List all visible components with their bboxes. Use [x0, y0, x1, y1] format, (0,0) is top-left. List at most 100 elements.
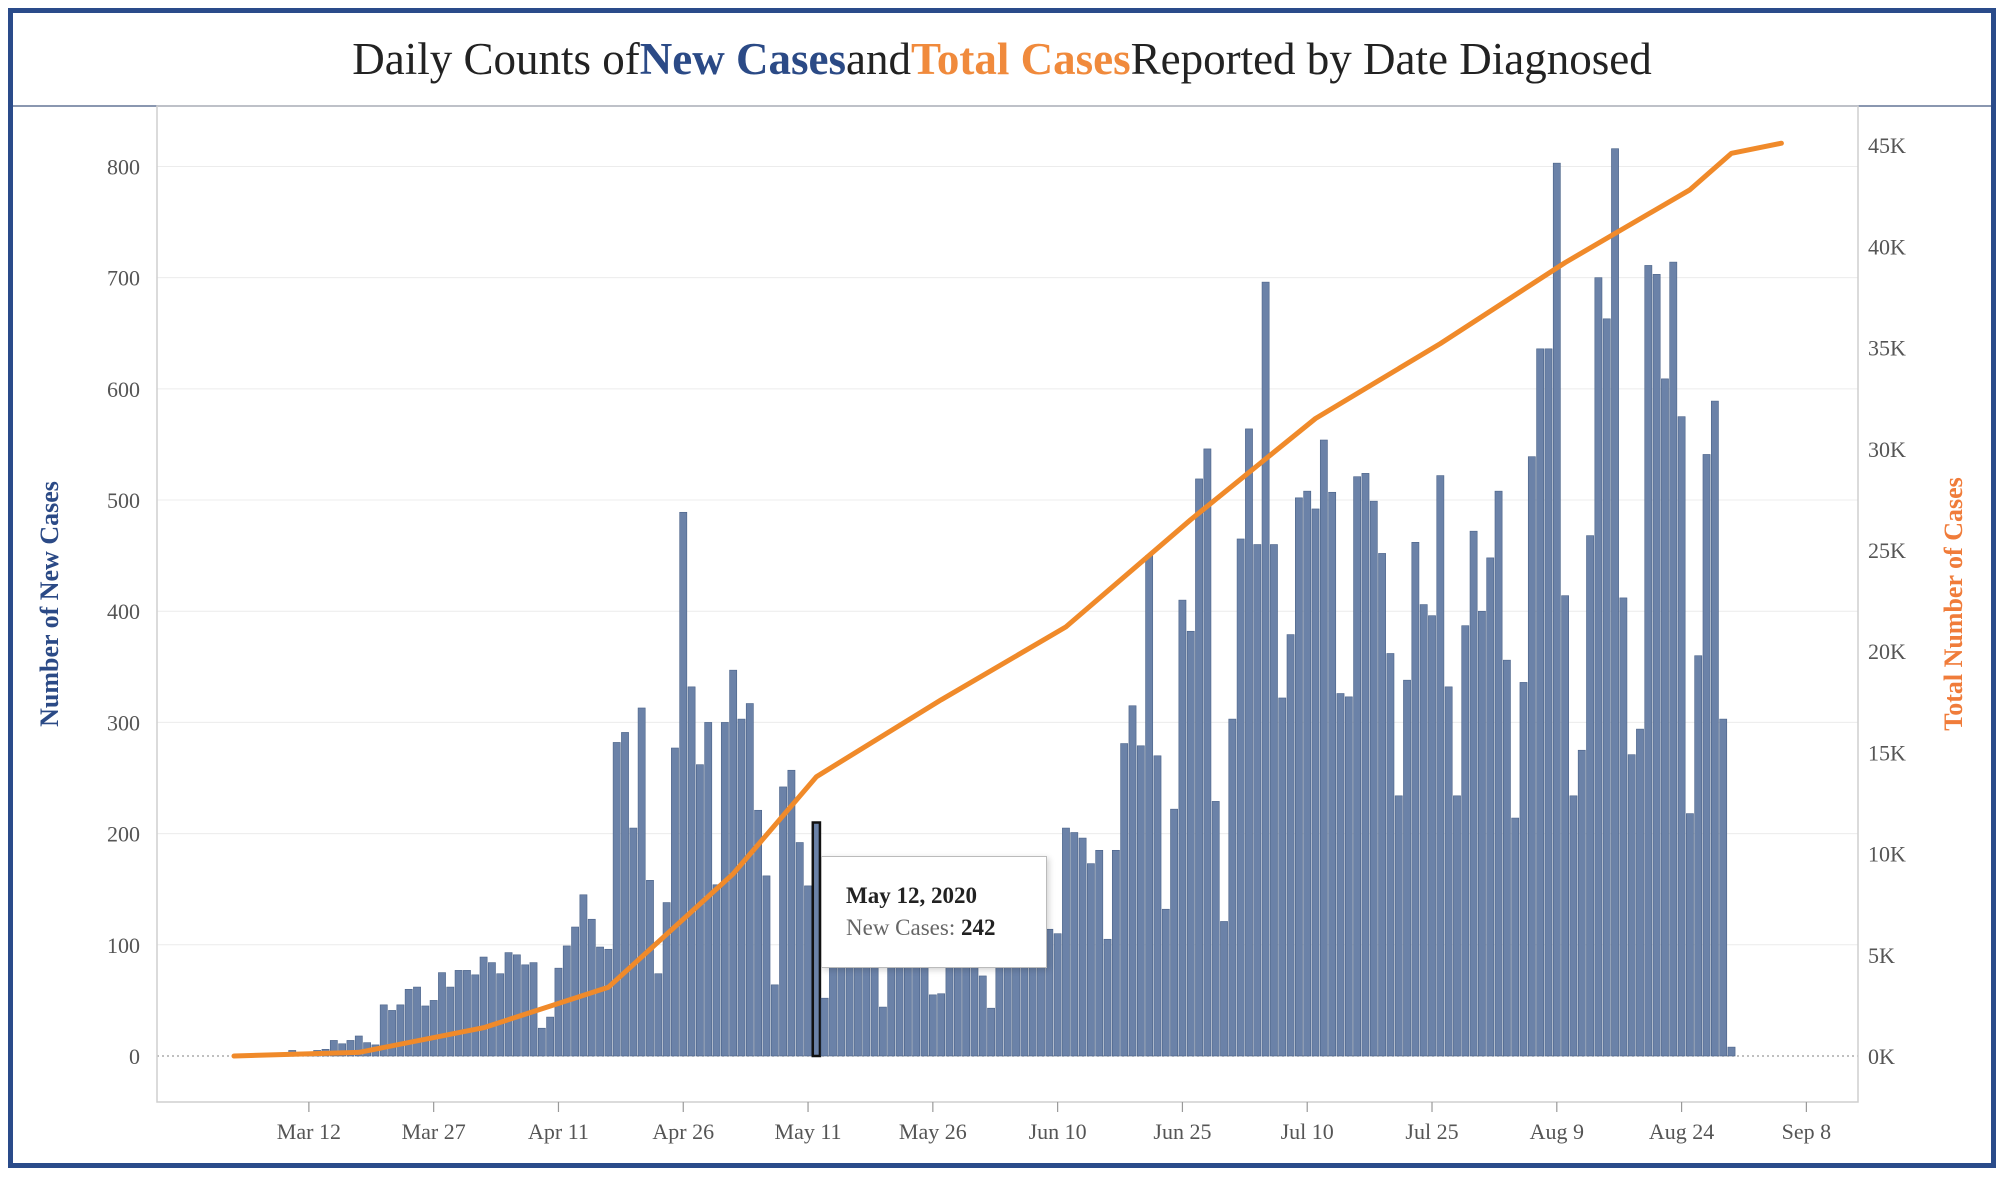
y2-tick-label: 20K — [1868, 639, 1906, 664]
y-tick-label: 600 — [107, 377, 140, 402]
bar — [1361, 473, 1370, 1057]
title-part-1: Daily Counts of — [352, 34, 640, 84]
bar — [820, 997, 829, 1057]
bar — [1536, 348, 1545, 1057]
x-tick-label: Jun 10 — [1029, 1119, 1087, 1144]
tooltip-line: New Cases: 242 — [846, 915, 1046, 941]
bar — [1045, 928, 1054, 1057]
bar — [604, 948, 613, 1057]
bar — [1503, 659, 1511, 1057]
bar — [1120, 743, 1129, 1057]
bar — [1394, 795, 1403, 1057]
bar — [1311, 508, 1320, 1057]
bar — [1419, 604, 1428, 1057]
bar — [1710, 400, 1719, 1057]
bar — [1602, 318, 1611, 1057]
y2-tick-label: 35K — [1868, 336, 1906, 361]
y-tick-label: 700 — [107, 266, 140, 291]
bar — [1677, 416, 1686, 1057]
bar — [779, 786, 787, 1057]
y2-tick-label: 40K — [1868, 234, 1906, 259]
x-tick-label: Jul 25 — [1405, 1119, 1458, 1144]
bar — [471, 974, 480, 1057]
bar — [1719, 718, 1728, 1057]
bar — [454, 970, 463, 1057]
bar-series-new-cases — [263, 148, 1736, 1058]
bar — [1669, 261, 1678, 1057]
bar — [1103, 938, 1112, 1057]
bar — [1053, 933, 1062, 1057]
bar — [987, 1007, 995, 1057]
bar — [1236, 538, 1245, 1057]
bar — [488, 962, 496, 1057]
bar — [587, 918, 596, 1057]
bar — [1111, 849, 1120, 1057]
bar — [1378, 553, 1386, 1057]
x-tick-label: Apr 11 — [528, 1119, 589, 1144]
bar — [1128, 705, 1137, 1057]
bar — [396, 1004, 405, 1057]
x-tick-label: Mar 12 — [277, 1119, 341, 1144]
bar — [1627, 754, 1636, 1057]
bar — [329, 1040, 338, 1057]
bar — [1686, 813, 1694, 1057]
bar — [937, 993, 946, 1057]
bar — [1403, 679, 1411, 1057]
bar — [1261, 281, 1270, 1057]
bar — [720, 722, 729, 1057]
bar — [1078, 837, 1087, 1057]
bar — [1270, 544, 1278, 1057]
bar — [879, 1006, 887, 1057]
bar — [687, 686, 696, 1057]
bar — [537, 1027, 546, 1057]
bar — [795, 842, 804, 1057]
bar — [446, 986, 455, 1057]
bar — [1436, 475, 1445, 1057]
bar — [1295, 497, 1303, 1057]
y2-tick-label: 5K — [1868, 943, 1895, 968]
bar — [1461, 625, 1470, 1057]
bar — [646, 880, 654, 1057]
bar — [1195, 478, 1203, 1057]
bar — [1303, 490, 1312, 1057]
title-total-cases: Total Cases — [910, 34, 1131, 84]
bar — [1328, 491, 1337, 1057]
bar — [546, 1016, 555, 1057]
bar — [1203, 448, 1212, 1057]
bar — [804, 885, 812, 1057]
bar — [596, 946, 604, 1057]
bar — [737, 718, 746, 1057]
bar — [1644, 265, 1653, 1057]
bar — [1286, 634, 1295, 1057]
line-series-total-cases — [231, 140, 1784, 1059]
y2-tick-label: 10K — [1868, 842, 1906, 867]
bar — [1453, 795, 1461, 1057]
bar — [621, 732, 629, 1057]
bar — [1519, 682, 1528, 1057]
total-cases-line — [231, 140, 1784, 1059]
bar — [671, 747, 679, 1057]
bar — [1186, 630, 1195, 1057]
bar — [1153, 755, 1162, 1057]
bar — [1544, 348, 1553, 1057]
bar — [1228, 718, 1237, 1057]
bar — [338, 1043, 347, 1057]
bar — [404, 988, 413, 1057]
y2-tick-label: 15K — [1868, 740, 1906, 765]
bar — [379, 1004, 388, 1057]
x-tick-label: Aug 9 — [1530, 1119, 1584, 1144]
bar — [1278, 697, 1287, 1057]
bar — [1652, 274, 1661, 1057]
bar — [1636, 728, 1644, 1057]
bar — [1386, 653, 1395, 1057]
bar — [429, 1000, 438, 1057]
bar — [1469, 530, 1478, 1057]
bar — [1070, 832, 1079, 1057]
bar — [388, 1010, 396, 1057]
y2-tick-label: 45K — [1868, 133, 1906, 158]
bar — [1552, 162, 1561, 1057]
bar — [654, 973, 663, 1057]
bar — [1569, 795, 1578, 1057]
title-new-cases: New Cases — [639, 34, 846, 84]
